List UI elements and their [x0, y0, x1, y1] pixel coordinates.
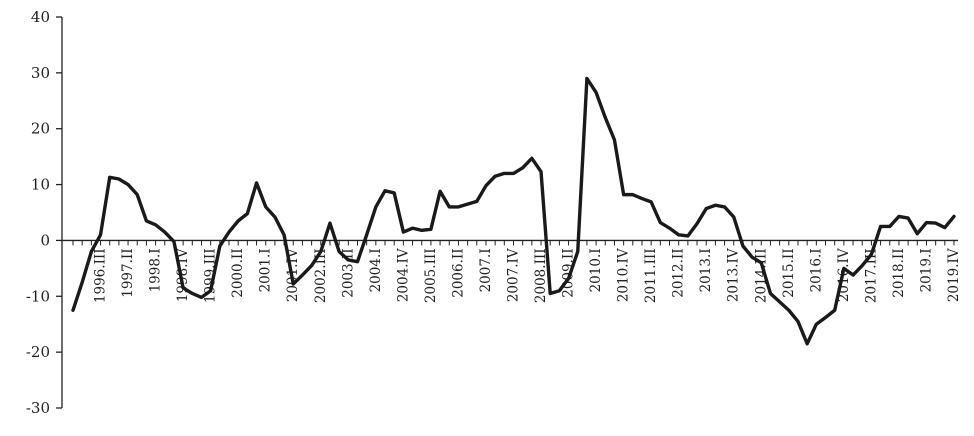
- x-tick-label: 2013.I: [698, 248, 714, 292]
- y-tick-label: -30: [26, 399, 50, 417]
- x-tick-label: 2004.I: [368, 248, 384, 292]
- series-line: [71, 76, 956, 346]
- x-tick-label: 2016.I: [808, 248, 824, 292]
- series-layer: [71, 76, 956, 346]
- y-tick-label: 40: [31, 8, 50, 26]
- x-tick-label: 2005.III: [423, 248, 439, 303]
- x-tick-label: 2011.III: [643, 248, 659, 303]
- x-tick-label: 2006.II: [450, 248, 466, 297]
- x-tick-label: 1997.II: [120, 248, 136, 297]
- y-tick-label: -10: [26, 287, 50, 305]
- y-tick-label: 0: [40, 231, 50, 249]
- y-tick-label: 10: [31, 176, 50, 194]
- x-tick-label: 2002.III: [313, 248, 329, 303]
- x-tick-label: 2017.III: [863, 248, 879, 303]
- y-axis: -30 -20 -10 0 10 20 30 40: [26, 8, 63, 417]
- x-tick-label: 2013.IV: [726, 248, 742, 302]
- x-tick-label: 2004.IV: [395, 248, 411, 302]
- x-tick-label: 2010.IV: [616, 248, 632, 302]
- y-tick-label: 30: [31, 64, 50, 82]
- x-tick-label: 2001.I: [258, 248, 274, 292]
- x-tick-label: 2019.IV: [946, 248, 962, 302]
- x-tick-label: 2008.III: [533, 248, 549, 303]
- x-tick-label: 1999.III: [203, 248, 219, 303]
- x-tick-label: 2018.II: [891, 248, 907, 297]
- y-tick-label: -20: [26, 343, 50, 361]
- x-tick-label: 2007.I: [478, 248, 494, 292]
- x-tick-label: 2000.II: [230, 248, 246, 297]
- x-tick-label: 2012.II: [671, 248, 687, 297]
- y-tick-label: 20: [31, 120, 50, 138]
- x-tick-label: 2019.I: [918, 248, 934, 292]
- x-tick-label: 1996.III: [93, 248, 109, 303]
- x-tick-label: 2015.II: [781, 248, 797, 297]
- x-tick-label: 2007.IV: [506, 248, 522, 302]
- x-tick-label: 2009.II: [561, 248, 577, 297]
- x-tick-label: 1998.I: [148, 248, 164, 292]
- x-tick-label: 2010.I: [588, 248, 604, 292]
